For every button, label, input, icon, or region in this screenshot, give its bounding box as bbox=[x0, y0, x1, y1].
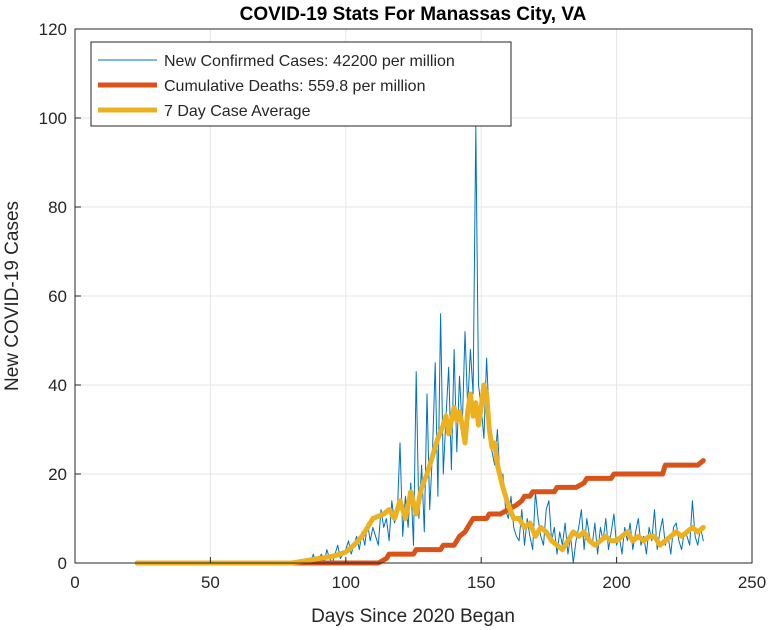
y-tick-label: 100 bbox=[39, 109, 67, 128]
case-average-line bbox=[134, 382, 706, 566]
legend-label-new-cases: New Confirmed Cases: 42200 per million bbox=[164, 53, 455, 70]
y-tick-label: 120 bbox=[39, 20, 67, 39]
series-group bbox=[134, 126, 706, 566]
y-tick-label: 0 bbox=[58, 554, 67, 573]
legend: New Confirmed Cases: 42200 per million C… bbox=[90, 41, 512, 127]
x-tick-label: 0 bbox=[70, 573, 79, 592]
y-tick-label: 80 bbox=[48, 198, 67, 217]
y-axis-label: New COVID-19 Cases bbox=[2, 201, 23, 391]
x-axis-label: Days Since 2020 Began bbox=[311, 606, 515, 627]
x-tick-label: 250 bbox=[738, 573, 766, 592]
legend-label-average: 7 Day Case Average bbox=[164, 103, 311, 120]
x-tick-label: 200 bbox=[602, 573, 630, 592]
chart-title: COVID-19 Stats For Manassas City, VA bbox=[240, 4, 587, 25]
ticks: 0 50 100 150 200 250 0 20 40 60 80 100 120 bbox=[39, 20, 767, 592]
new-cases-line bbox=[136, 126, 704, 564]
x-tick-label: 100 bbox=[332, 573, 360, 592]
legend-label-deaths: Cumulative Deaths: 559.8 per million bbox=[164, 78, 425, 95]
y-tick-label: 60 bbox=[48, 287, 67, 306]
x-tick-label: 50 bbox=[201, 573, 220, 592]
legend-box bbox=[90, 41, 512, 127]
cumulative-deaths-line bbox=[134, 458, 706, 566]
x-tick-label: 150 bbox=[467, 573, 495, 592]
y-tick-label: 40 bbox=[48, 376, 67, 395]
y-tick-label: 20 bbox=[48, 465, 67, 484]
